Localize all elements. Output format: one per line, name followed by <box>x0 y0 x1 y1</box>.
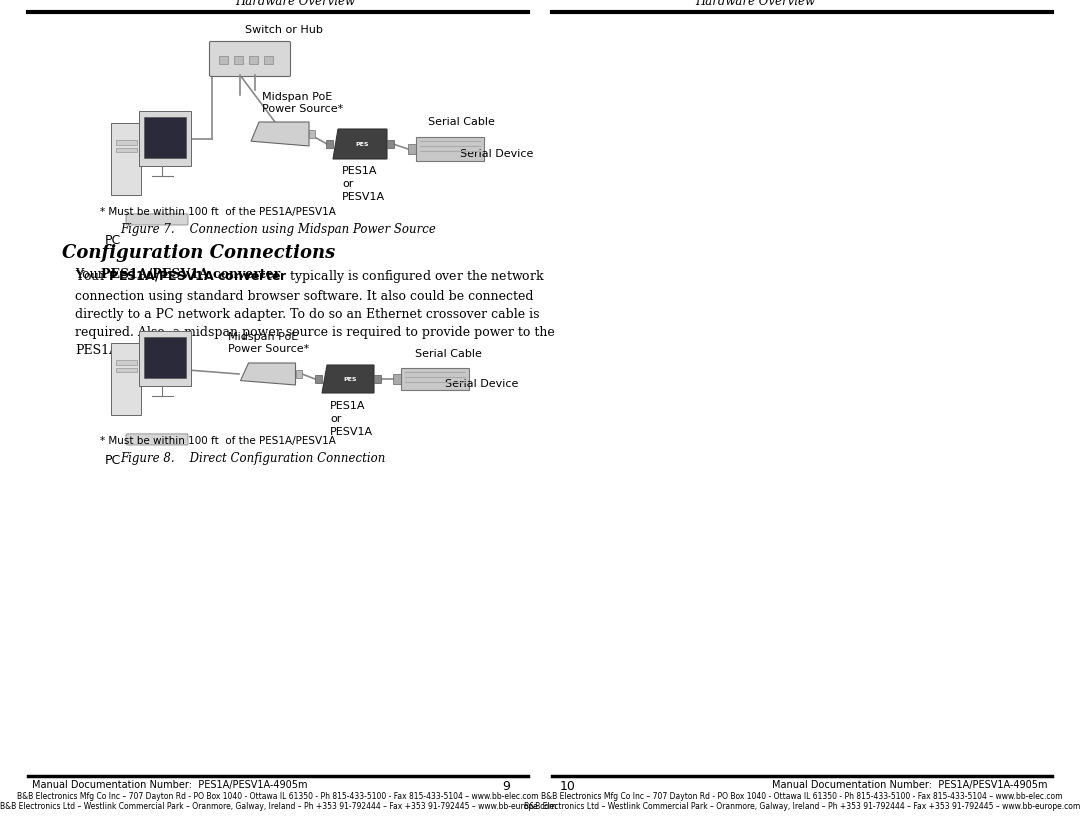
FancyBboxPatch shape <box>309 130 315 138</box>
FancyBboxPatch shape <box>393 374 401 384</box>
FancyBboxPatch shape <box>326 140 333 148</box>
Text: PES1A
or
PESV1A: PES1A or PESV1A <box>342 166 386 203</box>
FancyBboxPatch shape <box>139 331 191 385</box>
FancyBboxPatch shape <box>144 117 187 158</box>
Text: 9: 9 <box>502 780 510 793</box>
Text: Figure 7.    Connection using Midspan Power Source: Figure 7. Connection using Midspan Power… <box>120 223 436 236</box>
Text: Serial Device: Serial Device <box>460 149 534 159</box>
Text: Figure 8.    Direct Configuration Connection: Figure 8. Direct Configuration Connectio… <box>120 452 386 465</box>
Text: * Must be within 100 ft  of the PES1A/PESV1A: * Must be within 100 ft of the PES1A/PES… <box>100 436 336 446</box>
FancyBboxPatch shape <box>144 337 187 378</box>
Text: 10: 10 <box>561 780 576 793</box>
FancyBboxPatch shape <box>116 140 137 145</box>
FancyBboxPatch shape <box>126 434 188 445</box>
Text: Midspan PoE
Power Source*: Midspan PoE Power Source* <box>228 332 309 354</box>
FancyBboxPatch shape <box>116 360 137 364</box>
FancyBboxPatch shape <box>315 375 322 383</box>
Text: Switch or Hub: Switch or Hub <box>245 25 323 35</box>
Text: Serial Device: Serial Device <box>445 379 518 389</box>
Text: Hardware Overview: Hardware Overview <box>696 0 815 8</box>
Text: Hardware Overview: Hardware Overview <box>235 0 355 8</box>
Text: PC: PC <box>105 234 121 247</box>
Text: B&B Electronics Ltd – Westlink Commercial Park – Oranmore, Galway, Ireland – Ph : B&B Electronics Ltd – Westlink Commercia… <box>524 802 1080 811</box>
FancyBboxPatch shape <box>210 42 291 77</box>
FancyBboxPatch shape <box>249 56 258 64</box>
Text: PES: PES <box>343 376 356 381</box>
FancyBboxPatch shape <box>416 137 484 161</box>
FancyBboxPatch shape <box>401 368 469 390</box>
Text: Serial Cable: Serial Cable <box>415 349 482 359</box>
FancyBboxPatch shape <box>139 111 191 165</box>
Text: * Must be within 100 ft  of the PES1A/PESV1A: * Must be within 100 ft of the PES1A/PES… <box>100 207 336 217</box>
FancyBboxPatch shape <box>116 368 137 372</box>
Polygon shape <box>322 365 374 393</box>
Text: Manual Documentation Number:  PES1A/PESV1A-4905m: Manual Documentation Number: PES1A/PESV1… <box>32 780 308 790</box>
FancyBboxPatch shape <box>111 344 141 414</box>
FancyBboxPatch shape <box>111 123 141 195</box>
Text: Midspan PoE
Power Source*: Midspan PoE Power Source* <box>262 92 343 114</box>
Text: Manual Documentation Number:  PES1A/PESV1A-4905m: Manual Documentation Number: PES1A/PESV1… <box>772 780 1048 790</box>
Polygon shape <box>333 129 387 159</box>
FancyBboxPatch shape <box>234 56 243 64</box>
FancyBboxPatch shape <box>408 144 416 154</box>
Text: Your $\bf{PES1A/PESV1A\ converter}$ typically is configured over the network
con: Your $\bf{PES1A/PESV1A\ converter}$ typi… <box>75 268 555 357</box>
Text: Configuration Connections: Configuration Connections <box>62 244 335 262</box>
FancyBboxPatch shape <box>116 148 137 152</box>
Text: B&B Electronics Mfg Co Inc – 707 Dayton Rd - PO Box 1040 - Ottawa IL 61350 - Ph : B&B Electronics Mfg Co Inc – 707 Dayton … <box>17 792 539 801</box>
FancyBboxPatch shape <box>219 56 228 64</box>
FancyBboxPatch shape <box>296 370 301 378</box>
Text: B&B Electronics Ltd – Westlink Commercial Park – Oranmore, Galway, Ireland – Ph : B&B Electronics Ltd – Westlink Commercia… <box>0 802 556 811</box>
FancyBboxPatch shape <box>387 140 394 148</box>
Text: PC: PC <box>105 454 121 467</box>
Text: Your: Your <box>75 268 108 281</box>
FancyBboxPatch shape <box>374 375 381 383</box>
Text: PES1A/PESV1A converter: PES1A/PESV1A converter <box>102 268 280 281</box>
Polygon shape <box>241 363 296 385</box>
Text: B&B Electronics Mfg Co Inc – 707 Dayton Rd - PO Box 1040 - Ottawa IL 61350 - Ph : B&B Electronics Mfg Co Inc – 707 Dayton … <box>541 792 1063 801</box>
Text: PES1A
or
PESV1A: PES1A or PESV1A <box>330 401 373 437</box>
FancyBboxPatch shape <box>126 214 188 225</box>
Text: Serial Cable: Serial Cable <box>428 117 495 127</box>
Text: PES: PES <box>355 142 368 147</box>
FancyBboxPatch shape <box>264 56 273 64</box>
Polygon shape <box>251 122 309 146</box>
